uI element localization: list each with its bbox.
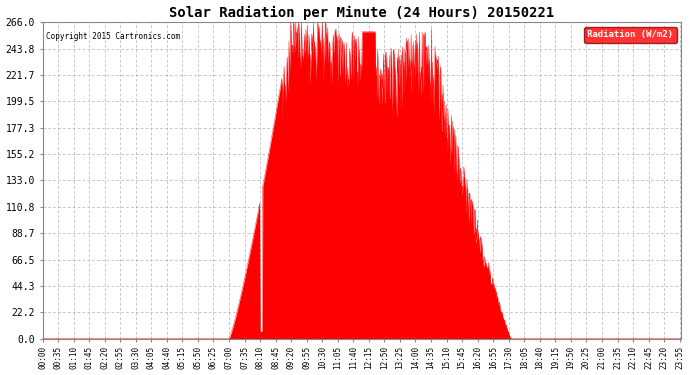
Legend: Radiation (W/m2): Radiation (W/m2)	[584, 27, 677, 43]
Title: Solar Radiation per Minute (24 Hours) 20150221: Solar Radiation per Minute (24 Hours) 20…	[169, 6, 555, 20]
Text: Copyright 2015 Cartronics.com: Copyright 2015 Cartronics.com	[46, 32, 180, 41]
